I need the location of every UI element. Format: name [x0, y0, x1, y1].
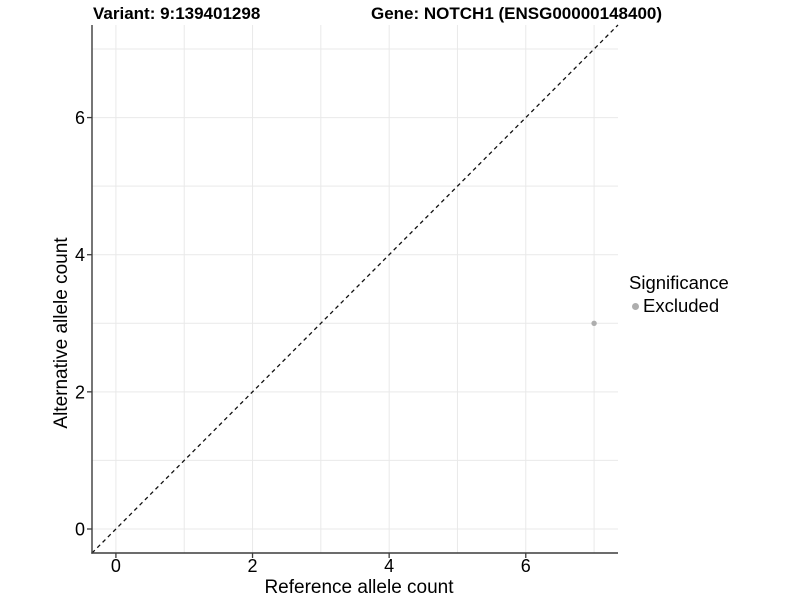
- y-tick-label: 4: [75, 245, 85, 265]
- x-tick-label: 6: [521, 556, 531, 576]
- y-tick-label: 2: [75, 382, 85, 402]
- y-tick-label: 6: [75, 108, 85, 128]
- legend-item-excluded: Excluded: [629, 295, 729, 317]
- data-point: [591, 320, 597, 326]
- y-tick-label: 0: [75, 520, 85, 540]
- x-axis-title: Reference allele count: [264, 577, 454, 598]
- x-tick-label: 4: [384, 556, 394, 576]
- x-tick-label: 0: [111, 556, 121, 576]
- legend-title: Significance: [629, 272, 729, 293]
- legend-item-label: Excluded: [643, 295, 720, 316]
- plot-title-gene: Gene: NOTCH1 (ENSG00000148400): [371, 4, 663, 23]
- identity-line: [91, 24, 619, 554]
- legend-point-marker-icon: [632, 302, 639, 310]
- legend: Significance Excluded: [629, 272, 729, 317]
- y-axis-title: Alternative allele count: [51, 237, 72, 429]
- plot-title-variant: Variant: 9:139401298: [93, 4, 261, 23]
- x-tick-label: 2: [248, 556, 258, 576]
